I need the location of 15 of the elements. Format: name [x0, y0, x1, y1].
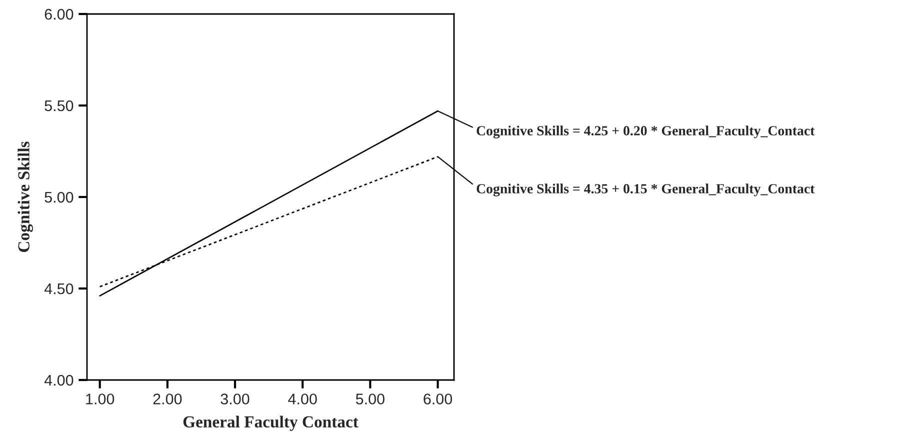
y-tick-label: 5.50	[44, 100, 74, 112]
x-tick-label: 4.00	[288, 394, 317, 404]
annotation: Cognitive Skills = 4.35 + 0.15 * General_Faculty_Contact	[476, 184, 815, 196]
x-tick-label: 6.00	[424, 394, 452, 404]
y-tick-label: 4.50	[44, 283, 74, 294]
y-tick-label: 5.00	[44, 192, 74, 203]
annotation: Cognitive Skills = 4.25 + 0.20 * General_Faculty_Contact	[476, 126, 815, 138]
x-tick-label: 5.00	[356, 394, 384, 404]
x-axis-title: General Faculty Contact	[183, 416, 358, 431]
y-tick-label: 6.00	[44, 8, 74, 20]
x-tick-label: 1.00	[86, 394, 114, 404]
x-tick-label: 3.00	[220, 394, 250, 404]
y-tick-label: 4.00	[44, 374, 74, 386]
y-axis-title: Cognitive Skills	[18, 142, 33, 252]
x-tick-label: 2.00	[153, 394, 182, 404]
